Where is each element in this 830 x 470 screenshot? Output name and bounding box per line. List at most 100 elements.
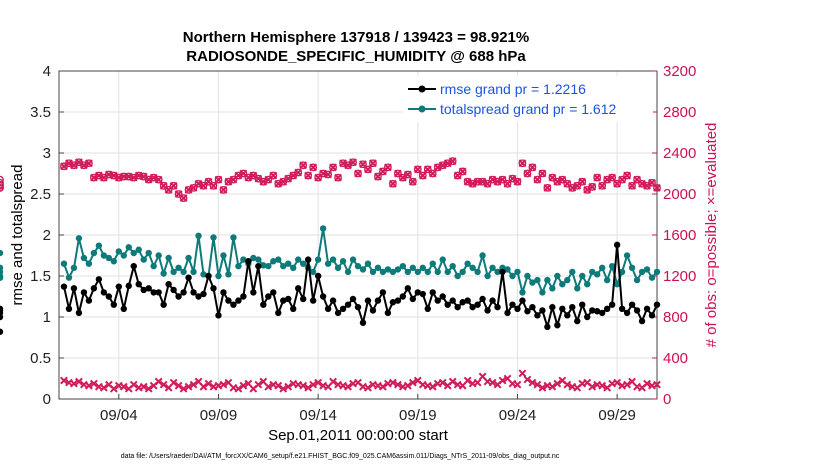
obs-possible-point	[159, 181, 168, 190]
rmse-point	[314, 272, 322, 280]
totalspread-point	[299, 260, 307, 267]
totalspread-point	[160, 270, 167, 277]
totalspread-point	[314, 256, 322, 263]
obs-evaluated-point	[488, 378, 497, 387]
obs-evaluated-point	[169, 378, 178, 387]
obs-possible-cross	[518, 159, 527, 168]
obs-evaluated-point	[379, 382, 387, 391]
rmse-point	[295, 285, 302, 292]
totalspread-point	[85, 260, 93, 267]
obs-possible-point	[219, 185, 228, 194]
rmse-point	[285, 295, 292, 303]
obs-possible-point	[533, 175, 542, 184]
rmse-point	[579, 301, 586, 308]
rmse-point	[379, 289, 387, 296]
obs-evaluated-point	[309, 380, 318, 389]
obs-evaluated-point	[219, 380, 228, 389]
totalspread-point	[379, 268, 387, 276]
obs-possible-point	[623, 171, 631, 180]
rmse-point	[180, 289, 187, 296]
rmse-point	[364, 297, 372, 304]
obs-possible-point	[154, 175, 163, 184]
rmse-point	[653, 301, 661, 308]
totalspread-point	[150, 262, 157, 270]
totalspread-point	[270, 258, 277, 265]
rmse-point	[220, 289, 227, 296]
totalspread-point	[125, 244, 132, 251]
obs-evaluated-point	[588, 382, 597, 391]
y-axis-label: rmse and totalspread	[9, 165, 26, 306]
y2-tick-label: 2400	[663, 145, 696, 162]
obs-evaluated-point	[159, 380, 168, 389]
obs-evaluated-point	[84, 381, 93, 390]
x-tick-label: 09/04	[100, 407, 138, 424]
totalspread-point	[309, 268, 317, 276]
totalspread-point	[389, 268, 397, 276]
obs-evaluated-point	[314, 378, 323, 387]
rmse-point	[304, 256, 312, 263]
rmse-point	[210, 285, 217, 292]
rmse-point	[509, 301, 516, 308]
rmse-point	[459, 299, 466, 306]
totalspread-point	[454, 272, 461, 280]
rmse-point	[105, 293, 113, 300]
obs-evaluated-point	[388, 378, 397, 387]
totalspread-point	[210, 234, 217, 241]
rmse-point	[280, 297, 287, 304]
obs-possible-cross	[588, 182, 597, 191]
obs-possible-point	[523, 169, 532, 178]
totalspread-point	[240, 256, 247, 263]
obs-possible-point	[383, 163, 392, 172]
totalspread-point	[339, 258, 347, 265]
totalspread-point	[215, 272, 222, 280]
rmse-point	[648, 312, 656, 319]
y2-tick-label: 2000	[663, 186, 696, 203]
totalspread-point	[504, 266, 511, 273]
obs-possible-point	[309, 163, 318, 172]
totalspread-point	[409, 264, 417, 271]
rmse-point	[339, 305, 347, 312]
rmse-point	[514, 305, 521, 312]
totalspread-point	[424, 268, 431, 276]
legend-box	[403, 76, 653, 122]
obs-evaluated-point	[329, 377, 337, 386]
totalspread-point	[255, 256, 262, 263]
totalspread-point	[165, 254, 172, 262]
totalspread-point	[275, 256, 282, 263]
rmse-point	[324, 305, 332, 312]
obs-evaluated-point	[623, 380, 632, 389]
obs-possible-point	[314, 173, 323, 182]
rmse-point	[608, 301, 616, 308]
rmse-point	[589, 307, 596, 314]
rmse-point	[135, 281, 142, 288]
obs-possible-cross	[369, 159, 377, 168]
obs-possible-cross	[533, 175, 542, 184]
obs-evaluated-point	[653, 380, 661, 389]
rmse-point	[374, 297, 382, 304]
obs-possible-cross	[219, 185, 228, 194]
y2-tick-label: 2800	[663, 104, 696, 121]
rmse-point	[185, 274, 192, 281]
obs-possible-cross	[413, 165, 422, 174]
obs-possible-point	[598, 181, 607, 190]
rmse-point	[454, 303, 461, 311]
totalspread-point	[444, 268, 451, 276]
y-tick-label: 2	[43, 227, 51, 244]
obs-evaluated-point	[274, 381, 283, 390]
obs-possible-cross	[418, 171, 427, 180]
rmse-point	[145, 285, 152, 292]
obs-evaluated-point	[498, 376, 507, 385]
obs-evaluated-point	[119, 382, 128, 391]
totalspread-point	[280, 262, 287, 270]
obs-possible-cross	[598, 181, 607, 190]
totalspread-point	[544, 276, 551, 284]
rmse-point	[444, 301, 451, 308]
obs-evaluated-point	[239, 381, 248, 390]
obs-possible-point	[174, 190, 183, 198]
rmse-point	[434, 297, 441, 304]
obs-evaluated-point	[234, 384, 243, 393]
rmse-point	[414, 289, 421, 296]
y2-axis-ticks: 0 400 800 1200 1600 2000 2400 2800 3200	[652, 63, 696, 408]
obs-possible-point	[513, 177, 522, 186]
obs-possible-point	[264, 175, 273, 184]
